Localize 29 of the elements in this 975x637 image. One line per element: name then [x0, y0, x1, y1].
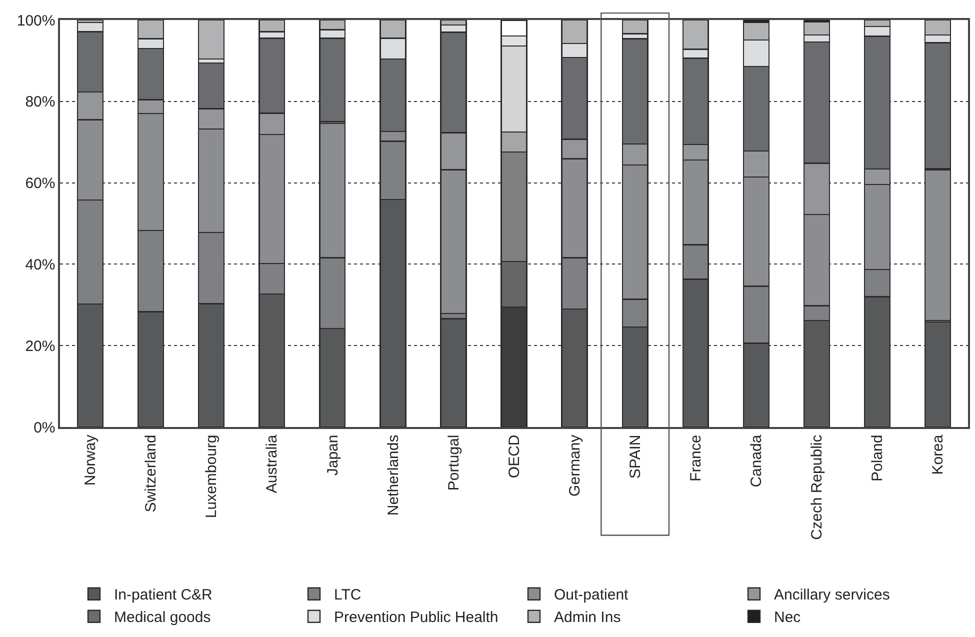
legend-label: Out-patient: [554, 586, 630, 604]
x-tick-label: Switzerland: [142, 434, 160, 512]
y-tick-label: 40%: [25, 256, 56, 274]
y-tick-label: 60%: [25, 175, 56, 192]
legend-label: Ancillary services: [774, 586, 890, 604]
x-tick-label: Norway: [82, 434, 100, 486]
x-tick-label: SPAIN: [626, 434, 644, 479]
legend-label: Nec: [774, 609, 802, 626]
x-tick-label: Japan: [324, 434, 342, 476]
y-tick-label: 20%: [25, 338, 56, 355]
x-tick-label: Netherlands: [384, 434, 402, 516]
x-tick-label: Luxembourg: [203, 434, 220, 518]
x-tick-label: France: [687, 434, 704, 482]
y-tick-label: 80%: [25, 94, 56, 111]
x-tick-label: Poland: [869, 434, 886, 482]
legend-label: In-patient C&R: [114, 586, 213, 604]
x-tick-label: Germany: [566, 434, 584, 496]
x-tick-label: Korea: [930, 434, 947, 475]
x-tick-label: Canada: [748, 434, 766, 488]
legend-label: Medical goods: [114, 609, 211, 626]
x-tick-label: Australia: [264, 434, 281, 494]
legend-label: LTC: [334, 586, 362, 604]
x-tick-label: Czech Republic: [808, 434, 826, 540]
x-tick-label: OECD: [506, 434, 523, 478]
legend-label: Admin Ins: [554, 609, 621, 626]
legend-label: Prevention Public Health: [334, 609, 498, 626]
y-tick-label: 100%: [16, 12, 56, 30]
x-tick-label: Portugal: [445, 434, 462, 491]
y-tick-label: 0%: [34, 419, 56, 436]
